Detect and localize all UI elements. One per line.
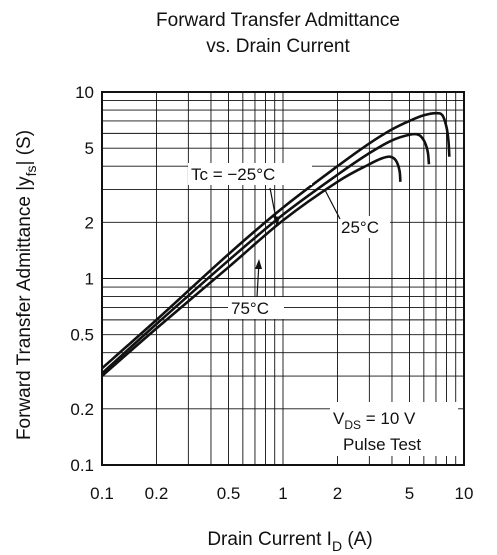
y-tick-label: 0.2 <box>70 400 94 419</box>
plot-frame <box>101 91 465 466</box>
x-tick-labels: 0.1 0.2 0.5 1 2 5 10 <box>90 484 473 503</box>
y-axis-label-tail: | (S) <box>14 130 35 166</box>
x-axis-label-tail: (A) <box>342 529 373 550</box>
vds-main: V <box>333 409 345 428</box>
x-tick-label: 1 <box>278 484 287 503</box>
y-axis-label: Forward Transfer Admittance |yfs| (S) <box>14 130 39 440</box>
label-75: 75°C <box>231 299 269 318</box>
vds-label: VDS = 10 V <box>333 409 416 432</box>
vds-tail: = 10 V <box>361 409 416 428</box>
x-tick-label: 5 <box>405 484 414 503</box>
annotations: Tc = −25°C 25°C 75°C VDS = 10 V Pulse Te… <box>188 163 458 456</box>
pulse-test-label: Pulse Test <box>343 435 421 454</box>
x-tick-label: 2 <box>333 484 342 503</box>
y-tick-label: 0.1 <box>70 456 94 475</box>
x-tick-label: 0.5 <box>217 484 241 503</box>
y-tick-label: 10 <box>75 83 94 102</box>
tc-label: Tc = −25°C <box>191 165 275 184</box>
y-tick-label: 1 <box>85 270 94 289</box>
x-tick-label: 0.1 <box>90 484 114 503</box>
label-25-leader <box>324 189 341 220</box>
label-25-bg <box>338 216 390 238</box>
y-axis-label-sub: fs <box>23 166 39 177</box>
label-25: 25°C <box>341 218 379 237</box>
x-axis-label: Drain Current ID (A) <box>207 529 372 554</box>
series-line-3 <box>101 155 402 377</box>
x-tick-label: 0.2 <box>145 484 169 503</box>
x-axis-label-sub: D <box>332 538 342 554</box>
label-75-bg <box>228 297 284 319</box>
x-axis-label-main: Drain Current I <box>207 529 332 550</box>
y-tick-label: 2 <box>85 213 94 232</box>
vds-box-bg <box>330 402 458 456</box>
series-group <box>101 111 451 377</box>
chart-title-line-1: Forward Transfer Admittance <box>156 10 400 31</box>
series-line-2 <box>101 132 431 375</box>
y-tick-label: 5 <box>85 139 94 158</box>
y-tick-label: 0.5 <box>70 326 94 345</box>
y-tick-labels: 0.1 0.2 0.5 1 2 5 10 <box>70 83 94 475</box>
x-tick-label: 10 <box>455 484 474 503</box>
chart-title-line-2: vs. Drain Current <box>206 36 350 57</box>
y-axis-label-main: Forward Transfer Admittance |y <box>14 176 35 440</box>
tc-leader-arrow <box>273 216 280 226</box>
label-75-arrow <box>255 259 262 269</box>
series-line-1 <box>101 111 451 370</box>
tc-label-bg <box>188 163 312 185</box>
vds-sub: DS <box>344 418 361 432</box>
